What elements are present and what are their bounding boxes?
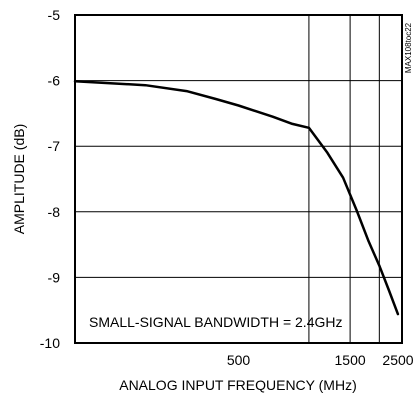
y-tick-label: -8 (48, 204, 61, 220)
x-tick-label: 2500 (382, 352, 413, 368)
y-tick-label: -9 (48, 269, 61, 285)
x-tick-labels: 500 1500 2500 (227, 352, 414, 368)
line-layer (73, 80, 400, 316)
y-tick-label: -10 (40, 335, 60, 351)
y-tick-label: -5 (48, 7, 61, 23)
x-tick-label: 1500 (335, 352, 366, 368)
y-tick-labels: -5 -6 -7 -8 -9 -10 (40, 7, 60, 351)
x-axis-title: ANALOG INPUT FREQUENCY (MHz) (119, 377, 357, 393)
figure-id-label: MAX108toc22 (404, 22, 413, 73)
x-tick-label: 500 (227, 352, 251, 368)
grid-layer (75, 15, 402, 343)
plot-frame (74, 14, 403, 344)
y-tick-label: -6 (48, 73, 61, 89)
y-axis-title: AMPLITUDE (dB) (11, 124, 27, 234)
series-line (73, 80, 400, 316)
y-tick-label: -7 (48, 138, 61, 154)
bandwidth-annotation: SMALL-SIGNAL BANDWIDTH = 2.4GHz (89, 314, 342, 330)
